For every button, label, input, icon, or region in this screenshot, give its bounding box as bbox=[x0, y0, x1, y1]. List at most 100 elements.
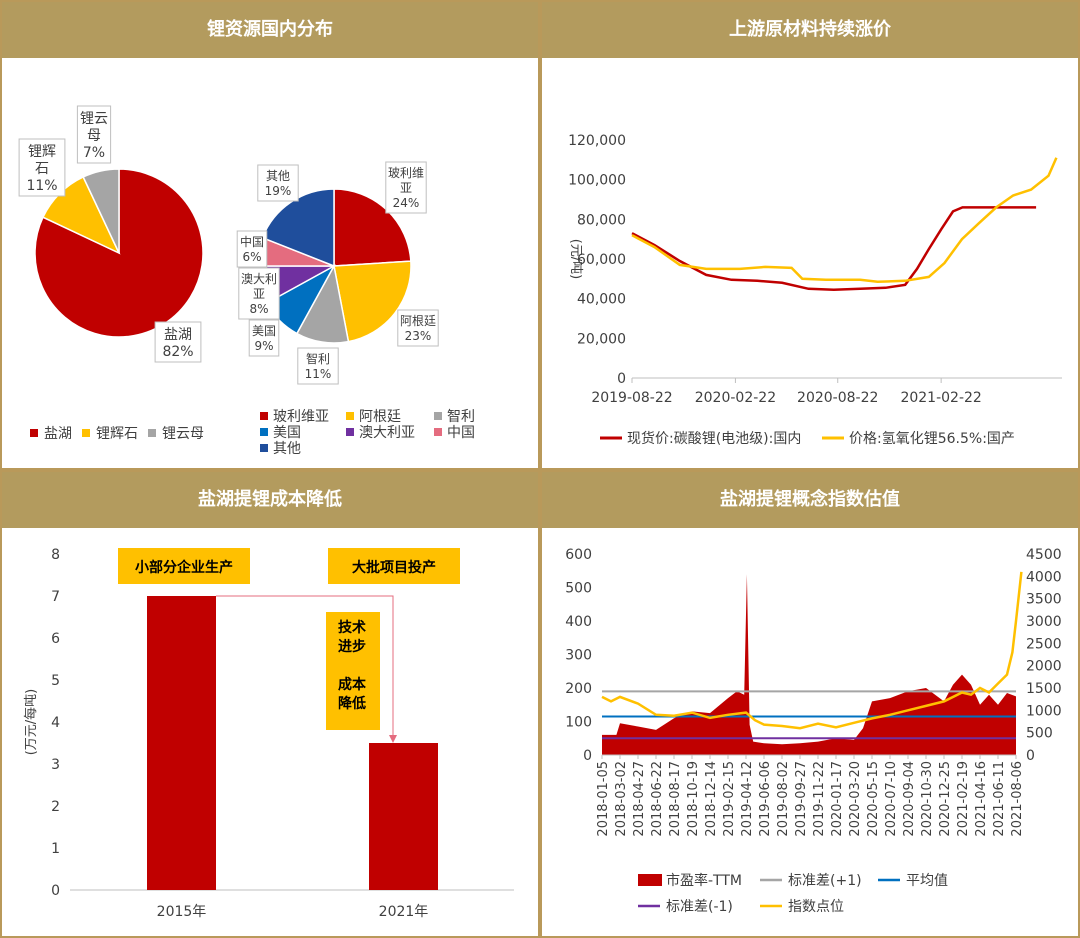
pie-label-阿根廷-text: 23% bbox=[405, 329, 432, 343]
pie-label-其他-text: 其他 bbox=[266, 169, 290, 183]
x-tick-label: 2020-05-15 bbox=[866, 761, 881, 837]
pie-label-美国-text: 美国 bbox=[252, 324, 276, 338]
legend-swatch-澳大利亚 bbox=[346, 428, 354, 436]
pie-label-盐湖-box bbox=[154, 321, 202, 363]
pie-label-锂辉石-text: 锂辉 bbox=[28, 144, 56, 160]
index-line bbox=[601, 571, 1023, 730]
legend-label-玻利维亚: 玻利维亚 bbox=[273, 409, 329, 425]
pie-label-锂辉石-box bbox=[18, 138, 66, 197]
legend-swatch-智利 bbox=[434, 412, 442, 420]
pie-label-锂云母-text: 锂云 bbox=[80, 111, 108, 127]
x-tick-label: 2018-12-14 bbox=[704, 761, 719, 837]
annotation-text: 大批项目投产 bbox=[352, 559, 436, 576]
panel-title: 锂资源国内分布 bbox=[2, 2, 538, 58]
y-right-tick-label: 3500 bbox=[1026, 592, 1062, 608]
x-tick-label: 2019-08-02 bbox=[776, 761, 791, 837]
legend-label-盐湖: 盐湖 bbox=[44, 426, 72, 442]
y-tick-label: 20,000 bbox=[577, 331, 626, 347]
pie-label-智利-box bbox=[297, 347, 339, 385]
y-left-tick-label: 0 bbox=[583, 748, 592, 764]
pie-label-玻利维亚-box bbox=[385, 161, 427, 214]
y-tick-label: 1 bbox=[51, 841, 60, 857]
trend-arrow-head bbox=[389, 735, 397, 743]
x-tick-label: 2021-06-11 bbox=[992, 761, 1007, 837]
x-tick-label: 2018-10-19 bbox=[686, 761, 701, 837]
legend-swatch-玻利维亚 bbox=[260, 412, 268, 420]
annotation-text: 进步 bbox=[338, 638, 366, 655]
x-tick-label: 2018-06-22 bbox=[650, 761, 665, 837]
y-right-tick-label: 1000 bbox=[1026, 703, 1062, 719]
y-axis-label: (万元/每吨) bbox=[23, 689, 39, 756]
pie-label-澳大利亚-box bbox=[238, 267, 280, 320]
y-left-tick-label: 200 bbox=[565, 681, 592, 697]
pie-label-锂辉石-text: 石 bbox=[35, 161, 49, 177]
y-tick-label: 0 bbox=[617, 371, 626, 387]
x-tick-label: 2020-07-10 bbox=[884, 761, 899, 837]
pie-slice-锂云母 bbox=[82, 168, 120, 254]
legend-label-锂辉石: 锂辉石 bbox=[96, 426, 138, 442]
x-tick-label: 2019-08-22 bbox=[591, 390, 672, 406]
x-tick-label: 2020-09-04 bbox=[902, 761, 917, 837]
y-right-tick-label: 4000 bbox=[1026, 569, 1062, 585]
y-right-tick-label: 2500 bbox=[1026, 636, 1062, 652]
pie-label-盐湖-text: 82% bbox=[162, 344, 193, 360]
legend-label-中国: 中国 bbox=[447, 425, 475, 441]
y-right-tick-label: 0 bbox=[1026, 748, 1035, 764]
legend-swatch-美国 bbox=[260, 428, 268, 436]
annotation-box bbox=[328, 548, 460, 584]
y-left-tick-label: 300 bbox=[565, 648, 592, 664]
x-tick-label: 2020-08-22 bbox=[797, 390, 878, 406]
pie-label-美国: 美国9% bbox=[248, 319, 280, 357]
legend-swatch-中国 bbox=[434, 428, 442, 436]
x-tick-label: 2019-02-15 bbox=[722, 761, 737, 837]
pie-label-盐湖-text: 盐湖 bbox=[164, 327, 192, 343]
legend-label-智利: 智利 bbox=[447, 409, 475, 425]
x-tick-label: 2020-03-20 bbox=[848, 761, 863, 837]
y-tick-label: 40,000 bbox=[577, 292, 626, 308]
panel-lithium-distribution: 锂资源国内分布 盐湖 82% 锂辉石 11% 锂云母 7% 玻利维亚 24% 阿根廷 23% 智利 1… bbox=[0, 0, 540, 470]
y-tick-label: 6 bbox=[51, 631, 60, 647]
panel-title: 上游原材料持续涨价 bbox=[542, 2, 1078, 58]
pie-label-锂云母-box bbox=[76, 105, 112, 164]
pie-label-中国: 中国6% bbox=[236, 230, 268, 268]
y-left-tick-label: 100 bbox=[565, 715, 592, 731]
x-tick-label: 2021-02-22 bbox=[900, 390, 981, 406]
y-axis-label: (元/吨) bbox=[568, 239, 583, 280]
legend-swatch-0 bbox=[638, 874, 662, 886]
legend-swatch-阿根廷 bbox=[346, 412, 354, 420]
legend-label-3: 标准差(-1) bbox=[666, 899, 733, 915]
y-tick-label: 3 bbox=[51, 757, 60, 773]
x-tick-label: 2015年 bbox=[157, 904, 207, 920]
cost-bar-chart: 0 1 2 3 4 5 6 7 8 (万元/每吨) 2015年 2021年 小部分企业生产 大批项目投产技… bbox=[23, 547, 514, 920]
price-line-chart: 0 20,000 40,000 60,000 80,000 100,000 120,000 2… bbox=[568, 133, 1062, 447]
x-tick-label: 2018-03-02 bbox=[614, 761, 629, 837]
pie-label-中国-text: 中国 bbox=[240, 234, 264, 249]
y-tick-label: 0 bbox=[51, 883, 60, 899]
pie-label-阿根廷-text: 阿根廷 bbox=[400, 314, 436, 328]
y-right-tick-label: 1500 bbox=[1026, 681, 1062, 697]
y-tick-label: 7 bbox=[51, 589, 60, 605]
legend-label-1: 价格:氢氧化锂56.5%:国产 bbox=[849, 431, 1015, 447]
pie-label-玻利维亚-text: 玻利维 bbox=[388, 166, 424, 180]
x-tick-label: 2021年 bbox=[379, 904, 429, 920]
pie-label-澳大利亚-text: 8% bbox=[249, 302, 268, 316]
legend-label-其他: 其他 bbox=[273, 441, 301, 457]
pie-label-玻利维亚-text: 亚 bbox=[400, 181, 412, 195]
legend-label-2: 平均值 bbox=[906, 873, 948, 889]
annotation-box bbox=[326, 612, 380, 730]
bar-2021年 bbox=[369, 743, 438, 890]
legend-label-阿根廷: 阿根廷 bbox=[359, 409, 401, 425]
legend-label-澳大利亚: 澳大利亚 bbox=[359, 425, 415, 441]
x-tick-label: 2018-08-17 bbox=[668, 761, 683, 837]
series-line-1 bbox=[631, 157, 1058, 284]
y-tick-label: 2 bbox=[51, 799, 60, 815]
x-tick-label: 2018-01-05 bbox=[596, 761, 611, 837]
y-left-tick-label: 600 bbox=[565, 547, 592, 563]
y-tick-label: 60,000 bbox=[577, 252, 626, 268]
pie-label-锂辉石-text: 11% bbox=[26, 178, 57, 194]
pie-label-美国-text: 9% bbox=[254, 339, 273, 353]
